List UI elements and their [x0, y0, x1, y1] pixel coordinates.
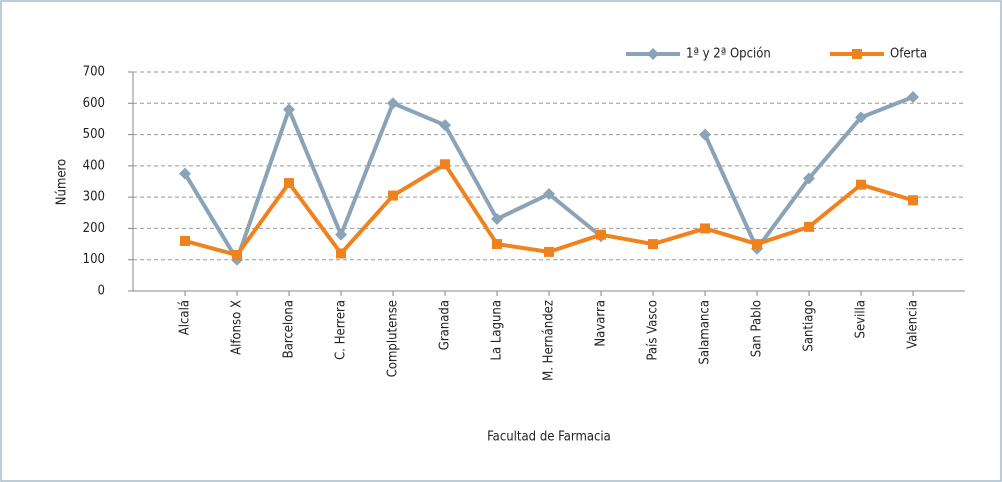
y-tick-label: 700	[83, 65, 105, 80]
marker	[388, 190, 398, 201]
x-tick-label: Santiago	[802, 300, 817, 352]
marker	[803, 172, 815, 185]
x-tick-label: Alfonso X	[230, 300, 245, 355]
x-tick-label: Navarra	[594, 300, 609, 347]
marker	[700, 223, 710, 234]
x-tick-label: Valencia	[906, 300, 921, 349]
legend-label: Oferta	[890, 47, 927, 62]
x-tick-label: San Pablo	[750, 300, 765, 357]
x-tick-label: C. Herrera	[334, 300, 349, 360]
y-tick-label: 300	[83, 190, 105, 205]
marker	[283, 103, 295, 116]
marker	[544, 246, 554, 257]
y-tick-label: 500	[83, 127, 105, 142]
marker	[907, 91, 919, 104]
marker	[492, 239, 502, 250]
y-tick-label: 200	[83, 221, 105, 236]
x-tick-label: Complutense	[386, 300, 401, 377]
x-tick-label: País Vasco	[646, 300, 661, 361]
legend-marker	[852, 49, 862, 59]
legend-label: 1ª y 2ª Opción	[686, 47, 771, 62]
y-axis-label: Número	[55, 159, 70, 205]
marker	[648, 239, 658, 250]
marker	[491, 213, 503, 226]
marker	[856, 179, 866, 190]
marker	[387, 97, 399, 110]
marker	[752, 239, 762, 250]
marker	[543, 188, 555, 201]
marker	[440, 159, 450, 170]
marker	[179, 167, 191, 180]
marker	[232, 250, 242, 261]
marker	[284, 178, 294, 189]
x-tick-label: Salamanca	[698, 300, 713, 365]
x-tick-label: Alcalá	[178, 300, 193, 335]
marker	[804, 221, 814, 232]
marker	[855, 111, 867, 124]
x-tick-label: M. Hernández	[542, 300, 557, 381]
marker	[336, 248, 346, 259]
y-tick-label: 100	[83, 252, 105, 267]
x-axis-label: Facultad de Farmacia	[487, 430, 611, 445]
marker	[335, 228, 347, 241]
x-tick-label: La Laguna	[490, 300, 505, 361]
marker	[180, 235, 190, 246]
marker	[699, 128, 711, 141]
x-tick-label: Granada	[438, 300, 453, 350]
y-tick-label: 0	[98, 284, 105, 299]
x-tick-label: Sevilla	[854, 300, 869, 338]
y-tick-label: 400	[83, 158, 105, 173]
y-tick-label: 600	[83, 96, 105, 111]
legend-marker	[647, 48, 659, 60]
marker	[439, 119, 451, 132]
marker	[596, 229, 606, 240]
marker	[908, 195, 918, 206]
x-tick-label: Barcelona	[282, 300, 297, 358]
